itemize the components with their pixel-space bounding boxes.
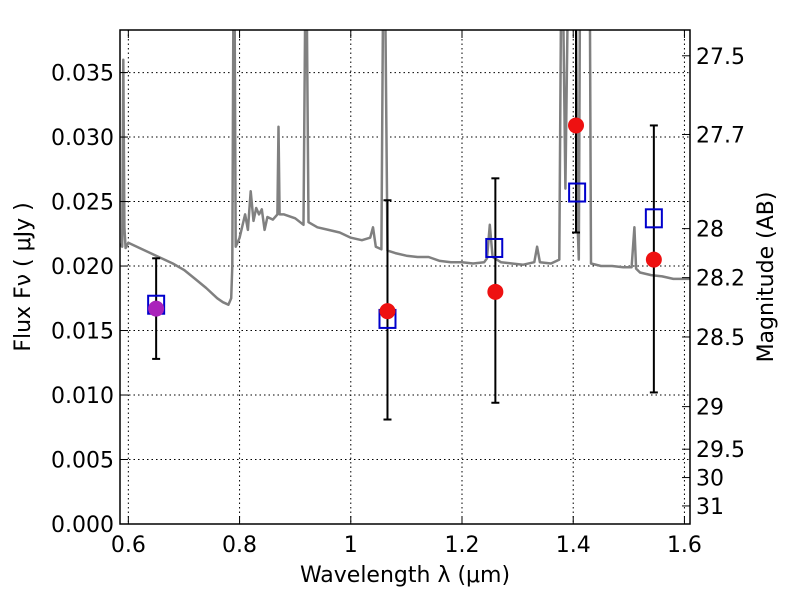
magnitude-tick-label: 28.5: [696, 326, 745, 351]
x-tick-label: 0.6: [111, 533, 146, 558]
y-axis-ticks: 0.000 0.005 0.010 0.015 0.020 0.025 0.030 0.035: [51, 62, 128, 538]
y-tick-label: 0.015: [51, 320, 114, 345]
magnitude-axis-label: Magnitude (AB): [754, 192, 779, 363]
x-tick-label: 1: [344, 533, 358, 558]
x-tick-label: 1.2: [445, 533, 480, 558]
magnitude-axis-ticks: 27.5 27.7 28 28.2 28.5 29 29.5 30 31: [682, 45, 745, 520]
grid: [120, 30, 690, 524]
y-tick-label: 0.010: [51, 384, 114, 409]
magnitude-tick-label: 27.7: [696, 123, 745, 148]
x-axis-label: Wavelength λ (μm): [300, 563, 510, 588]
y-tick-label: 0.030: [51, 126, 114, 151]
y-tick-label: 0.020: [51, 255, 114, 280]
x-tick-label: 0.8: [222, 533, 257, 558]
observed-point-marker: [487, 283, 504, 300]
model-square-marker: [568, 182, 587, 203]
model-square-marker: [485, 237, 504, 258]
y-tick-label: 0.005: [51, 449, 114, 474]
y-tick-label: 0.035: [51, 62, 114, 87]
observed-point-marker: [148, 300, 165, 317]
y-tick-label: 0.000: [51, 513, 114, 538]
y-tick-label: 0.025: [51, 191, 114, 216]
x-axis-ticks: 0.6 0.8 1 1.2 1.4 1.6: [111, 30, 702, 558]
plot-frame: [119, 29, 691, 525]
spectrum-line: [120, 30, 690, 306]
model-square-marker: [644, 208, 663, 229]
observed-point-marker: [568, 117, 584, 134]
magnitude-tick-label: 27.5: [696, 45, 745, 70]
magnitude-tick-label: 29.5: [696, 438, 745, 463]
magnitude-tick-label: 30: [696, 467, 724, 492]
observed-point-marker: [379, 303, 396, 320]
magnitude-tick-label: 31: [696, 495, 724, 520]
y-axis-label: Flux Fν ( μJy ): [11, 202, 36, 351]
magnitude-tick-label: 28.2: [696, 267, 745, 292]
errorbars-layer: [152, 30, 658, 421]
x-tick-label: 1.4: [556, 533, 591, 558]
observed-point-marker: [645, 251, 662, 268]
magnitude-tick-label: 29: [696, 396, 724, 421]
spectrum-layer: [120, 30, 690, 306]
markers-layer: [147, 117, 663, 329]
magnitude-tick-label: 28: [696, 218, 724, 243]
x-tick-label: 1.6: [667, 533, 702, 558]
